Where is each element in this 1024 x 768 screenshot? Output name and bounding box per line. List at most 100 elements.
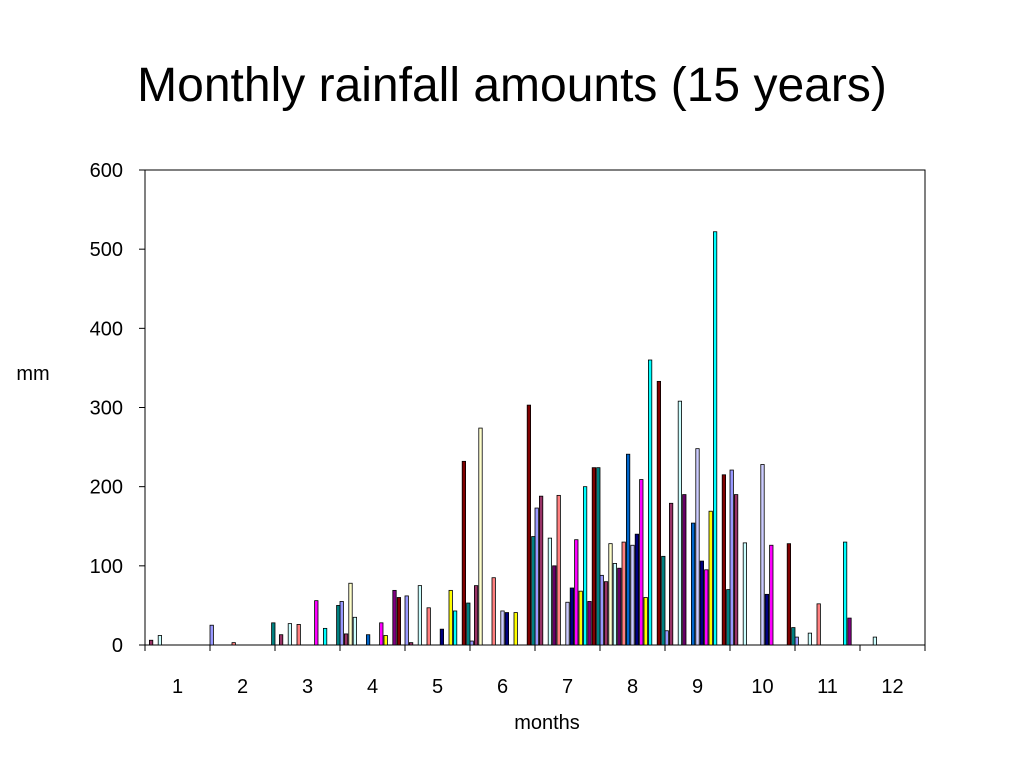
bar [626, 453, 631, 646]
bar [396, 597, 402, 646]
y-tick-label: 100 [90, 556, 123, 578]
x-tick-label: 7 [562, 676, 573, 698]
bar [760, 464, 765, 646]
bar [314, 600, 319, 646]
x-tick-label: 9 [692, 676, 703, 698]
y-tick-label: 200 [90, 477, 123, 499]
bar [352, 616, 358, 646]
bar [469, 640, 474, 646]
x-tick-label: 6 [497, 676, 508, 698]
bar [612, 563, 618, 646]
bar [322, 627, 328, 646]
x-tick-label: 5 [432, 676, 443, 698]
bar [209, 624, 214, 646]
bar [699, 560, 705, 646]
x-tick-label: 11 [817, 676, 838, 698]
bar [769, 544, 774, 646]
y-tick-label: 0 [112, 635, 123, 657]
bar [786, 543, 792, 646]
bar [408, 642, 414, 646]
bar [583, 486, 588, 646]
bar [404, 595, 409, 646]
bar [734, 494, 739, 646]
bar [392, 589, 397, 646]
x-tick-label: 4 [367, 676, 378, 698]
bar [591, 467, 597, 646]
bar [816, 603, 821, 646]
bar [343, 633, 349, 646]
bar [713, 231, 718, 646]
bar [278, 634, 284, 646]
bar [552, 565, 557, 646]
bar [534, 507, 539, 646]
bar [157, 635, 162, 646]
x-tick-label: 3 [302, 676, 313, 698]
bar [379, 622, 384, 646]
bar [664, 630, 669, 646]
y-tick-label: 300 [90, 398, 123, 420]
bar [417, 585, 423, 646]
x-tick-label: 10 [751, 676, 773, 698]
bar [847, 617, 852, 646]
bar [604, 581, 609, 646]
bar [661, 555, 666, 646]
bar [271, 622, 276, 646]
bar [500, 610, 505, 646]
bar [231, 642, 236, 646]
bar [296, 624, 301, 646]
bar [643, 597, 648, 646]
bar [791, 627, 796, 646]
bar [569, 587, 575, 646]
bar [807, 632, 813, 646]
bar [287, 623, 293, 646]
bar [630, 544, 635, 646]
y-tick-label: 600 [90, 160, 123, 182]
bar [556, 494, 561, 646]
y-axis-label: mm [16, 363, 49, 385]
bar [336, 605, 341, 646]
bar [383, 635, 388, 646]
bar [764, 593, 770, 646]
bar [742, 542, 748, 646]
bar [513, 612, 518, 646]
bar [539, 495, 544, 646]
bar [704, 569, 709, 646]
x-tick-label: 2 [237, 676, 248, 698]
bar [691, 522, 696, 646]
bar [466, 602, 471, 646]
bar [794, 636, 799, 646]
bar [669, 502, 674, 646]
bar [452, 610, 458, 646]
bar [339, 601, 344, 646]
chart-title: Monthly rainfall amounts (15 years) [137, 59, 887, 112]
bar [648, 359, 653, 646]
bar [478, 427, 483, 646]
bar [721, 474, 727, 646]
bar [365, 634, 371, 646]
bar [587, 601, 592, 646]
bar [473, 585, 479, 646]
bar [426, 607, 431, 646]
bar [526, 404, 532, 646]
bar [448, 589, 453, 646]
bar [574, 539, 579, 646]
y-tick-label: 500 [90, 239, 123, 261]
x-axis-label: months [514, 712, 580, 734]
bar [708, 510, 713, 646]
y-tick-label: 400 [90, 318, 123, 340]
bar [726, 589, 731, 646]
bar [729, 469, 734, 646]
bar [547, 537, 553, 646]
bar [843, 541, 848, 646]
bar [617, 567, 622, 646]
bar [677, 400, 683, 646]
bar [578, 590, 583, 646]
bar [872, 636, 878, 646]
bar [634, 533, 640, 646]
bar [531, 536, 536, 646]
bar [599, 574, 604, 646]
bars [148, 231, 878, 646]
bar [695, 448, 700, 646]
